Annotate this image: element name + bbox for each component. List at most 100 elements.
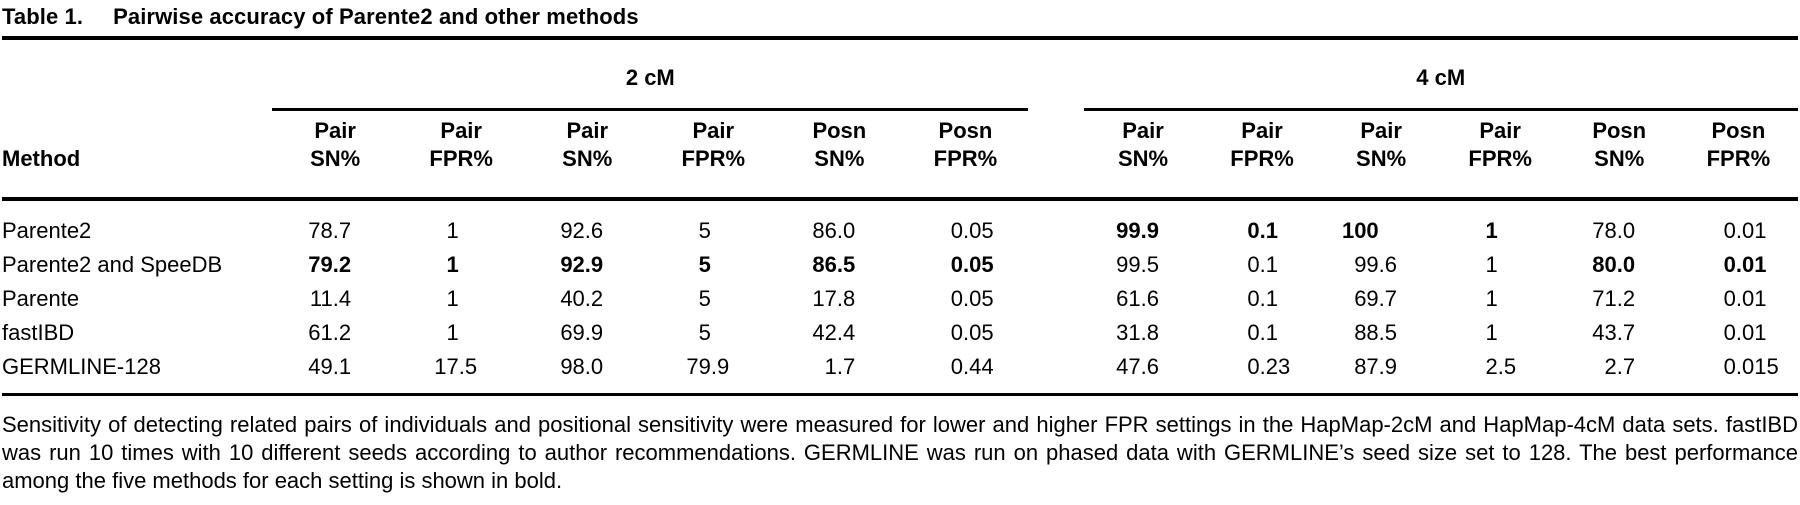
value-cell: 5 [698,218,711,243]
column-header: Posn SN% [1559,109,1679,201]
value-cell: 99.6 [1354,252,1398,277]
value-cell: 1 [446,252,459,277]
value-cell: 100 [1341,218,1379,243]
column-header: Pair FPR% [1202,109,1322,201]
table-row: Parente2 78.7 1 92.6 5 86.0 0.05 99.9 0.1 100 1 78.… [2,199,1798,248]
value-cell: 17.8 [812,286,856,311]
value-cell: 0.05 [950,286,994,311]
value-cell: 61.2 [308,320,352,345]
column-header-row: Method Pair SN% Pair FPR% Pair SN% Pair … [2,109,1798,201]
group-gutter [1028,38,1083,110]
value-cell: 2.7 [1559,350,1679,396]
method-cell: Parente2 [2,218,92,243]
group-header-row: 2 cM 4 cM [2,38,1798,111]
table-number: Table 1. [2,4,84,29]
value-cell: 0.44 [902,350,1029,396]
value-cell: 1 [1485,252,1498,277]
value-cell: 92.9 [560,252,604,277]
row-gutter [1028,316,1083,350]
table-row: GERMLINE-128 49.1 17.5 98.0 79.9 1.7 0.44 47.6 0… [2,350,1798,396]
group-header-2cm: 2 cM [272,38,1029,111]
value-cell: 42.4 [812,320,856,345]
group-header-4cm: 4 cM [1083,38,1798,111]
value-cell: 31.8 [1116,320,1159,345]
row-gutter [1028,350,1084,396]
value-cell: 0.05 [950,218,994,243]
value-cell: 98.0 [524,350,651,396]
page-title: Pairwise accuracy of Parente2 and other … [113,4,639,29]
value-cell: 79.2 [308,252,352,277]
value-cell: 5 [698,320,711,345]
value-cell: 5 [698,252,711,277]
value-cell: 99.9 [1116,218,1159,243]
value-cell: 86.5 [812,252,856,277]
method-cell: fastIBD [2,320,75,345]
table-caption: Table 1. Pairwise accuracy of Parente2 an… [2,2,1798,36]
column-header: Posn FPR% [1678,109,1798,201]
row-gutter [1028,282,1083,316]
value-cell: 86.0 [812,218,856,243]
value-cell: 0.1 [1247,252,1278,277]
value-cell: 71.2 [1592,286,1636,311]
value-cell: 0.1 [1247,218,1278,243]
value-cell: 0.05 [950,252,994,277]
value-cell: 1 [1485,218,1498,243]
method-cell: Parente2 and SpeeDB [2,252,223,277]
column-header: Pair FPR% [650,109,777,201]
value-cell: 80.0 [1592,252,1636,277]
column-header: Pair FPR% [398,109,525,201]
method-cell: GERMLINE-128 [2,350,273,396]
value-cell: 0.23 [1202,350,1322,396]
value-cell: 40.2 [560,286,604,311]
value-cell: 0.01 [1723,252,1767,277]
value-cell: 0.015 [1678,350,1798,396]
column-header: Posn SN% [776,109,903,201]
value-cell: 1.7 [776,350,903,396]
column-header: Pair SN% [1321,109,1441,201]
value-cell: 61.6 [1116,286,1159,311]
table-row: Parente 11.4 1 40.2 5 17.8 0.05 61.6 0.1 69.7 1 71.… [2,282,1798,316]
header-gutter [1028,109,1084,201]
column-header: Pair SN% [524,109,651,201]
value-cell: 78.0 [1592,218,1636,243]
column-header: Pair SN% [272,109,399,201]
value-cell: 87.9 [1321,350,1441,396]
group-header-spacer [2,38,272,110]
row-gutter [1028,248,1083,282]
value-cell: 0.1 [1247,286,1278,311]
value-cell: 49.1 [272,350,399,396]
column-header: Posn FPR% [902,109,1029,201]
value-cell: 1 [1485,320,1498,345]
column-header: Pair SN% [1083,109,1203,201]
table-row: fastIBD 61.2 1 69.9 5 42.4 0.05 31.8 0.1 88.5 1 43.… [2,316,1798,350]
value-cell: 5 [698,286,711,311]
column-header: Pair FPR% [1440,109,1560,201]
row-gutter [1028,199,1083,248]
value-cell: 0.05 [950,320,994,345]
results-table: 2 cM 4 cM Method Pair SN% Pair FPR% Pair… [2,36,1798,396]
table-footnote: Sensitivity of detecting related pairs o… [2,412,1798,493]
value-cell: 1 [446,218,459,243]
value-cell: 79.9 [650,350,777,396]
value-cell: 17.5 [398,350,525,396]
value-cell: 78.7 [308,218,352,243]
value-cell: 0.1 [1247,320,1278,345]
value-cell: 0.01 [1723,218,1767,243]
value-cell: 2.5 [1440,350,1560,396]
value-cell: 1 [446,286,459,311]
value-cell: 0.01 [1723,286,1767,311]
value-cell: 88.5 [1354,320,1398,345]
value-cell: 0.01 [1723,320,1767,345]
value-cell: 92.6 [560,218,604,243]
value-cell: 43.7 [1592,320,1636,345]
value-cell: 11.4 [309,286,352,311]
value-cell: 47.6 [1083,350,1203,396]
value-cell: 99.5 [1116,252,1159,277]
value-cell: 1 [446,320,459,345]
column-header-method: Method [2,109,273,201]
value-cell: 69.7 [1354,286,1398,311]
value-cell: 69.9 [560,320,604,345]
table-row: Parente2 and SpeeDB 79.2 1 92.9 5 86.5 0.05 99.… [2,248,1798,282]
value-cell: 1 [1485,286,1498,311]
